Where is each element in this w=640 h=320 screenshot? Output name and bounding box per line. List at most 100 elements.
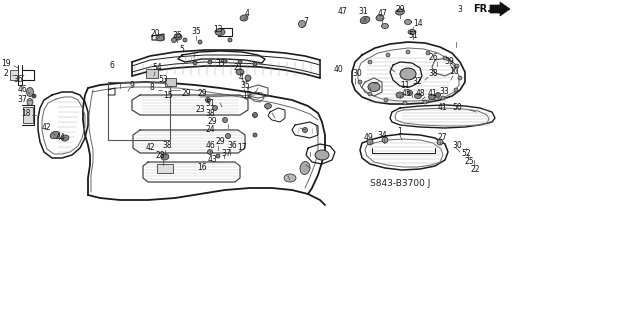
Ellipse shape — [429, 94, 435, 100]
Text: 20: 20 — [150, 29, 160, 38]
Text: 47: 47 — [338, 7, 348, 17]
Text: 41: 41 — [437, 102, 447, 111]
Circle shape — [172, 37, 177, 43]
Text: 22: 22 — [470, 164, 480, 173]
Circle shape — [408, 91, 413, 95]
Text: 10: 10 — [449, 68, 459, 76]
Text: 52: 52 — [461, 149, 471, 158]
Text: 12: 12 — [243, 91, 252, 100]
Text: 37: 37 — [221, 148, 231, 157]
Ellipse shape — [400, 68, 416, 80]
Text: 5: 5 — [180, 44, 184, 53]
Circle shape — [223, 59, 227, 63]
Circle shape — [207, 149, 212, 155]
Text: 4: 4 — [244, 9, 250, 18]
Text: 38: 38 — [205, 109, 215, 118]
Ellipse shape — [404, 20, 412, 25]
Circle shape — [455, 64, 459, 68]
Text: 38: 38 — [428, 69, 438, 78]
Text: 39: 39 — [444, 58, 454, 67]
Circle shape — [238, 60, 242, 64]
Circle shape — [367, 139, 373, 145]
Ellipse shape — [26, 87, 33, 97]
Text: 7: 7 — [303, 18, 308, 27]
Polygon shape — [490, 2, 510, 16]
Text: 43: 43 — [207, 156, 217, 164]
Ellipse shape — [300, 162, 310, 174]
Circle shape — [253, 62, 257, 66]
Ellipse shape — [156, 35, 164, 41]
Circle shape — [253, 133, 257, 137]
Circle shape — [368, 60, 372, 64]
Circle shape — [228, 38, 232, 42]
Text: 29: 29 — [395, 5, 405, 14]
Ellipse shape — [415, 93, 422, 99]
Text: 32: 32 — [412, 77, 422, 86]
Ellipse shape — [368, 83, 380, 92]
Bar — [164, 78, 175, 86]
Text: 2: 2 — [4, 69, 8, 78]
Ellipse shape — [61, 135, 69, 141]
Text: 16: 16 — [197, 164, 207, 172]
Circle shape — [225, 133, 230, 139]
Text: 40: 40 — [333, 66, 343, 75]
Text: 29: 29 — [215, 138, 225, 147]
Text: 15: 15 — [163, 92, 173, 100]
Text: 28: 28 — [156, 151, 164, 161]
Text: 8: 8 — [150, 84, 154, 92]
Circle shape — [183, 38, 187, 42]
Text: 50: 50 — [452, 103, 462, 113]
Text: 25: 25 — [464, 157, 474, 166]
Text: 13: 13 — [213, 26, 223, 35]
Text: 35: 35 — [172, 30, 182, 39]
Text: 36: 36 — [227, 141, 237, 150]
Ellipse shape — [161, 154, 169, 160]
Text: 29: 29 — [207, 117, 217, 126]
Text: 6: 6 — [109, 61, 115, 70]
Text: 17: 17 — [237, 143, 247, 153]
Text: 1: 1 — [397, 126, 403, 135]
Text: 3: 3 — [458, 5, 463, 14]
Text: 51: 51 — [408, 31, 418, 41]
Ellipse shape — [264, 103, 271, 108]
Circle shape — [443, 56, 447, 60]
Ellipse shape — [315, 150, 329, 160]
Ellipse shape — [240, 15, 248, 21]
Circle shape — [403, 101, 407, 105]
Text: 36: 36 — [13, 76, 23, 84]
Circle shape — [358, 80, 362, 84]
Circle shape — [303, 127, 307, 132]
Text: 18: 18 — [21, 109, 31, 118]
Circle shape — [216, 154, 220, 158]
Text: 53: 53 — [158, 76, 168, 84]
Circle shape — [382, 137, 388, 143]
Ellipse shape — [298, 20, 305, 28]
Ellipse shape — [50, 131, 60, 139]
Text: 35: 35 — [240, 82, 250, 91]
Text: 27: 27 — [437, 133, 447, 142]
Circle shape — [441, 96, 445, 100]
Ellipse shape — [381, 23, 388, 28]
Circle shape — [384, 98, 388, 102]
Text: 35: 35 — [215, 60, 225, 68]
Text: 41: 41 — [427, 89, 437, 98]
Text: 11: 11 — [400, 82, 410, 91]
Circle shape — [437, 139, 443, 145]
Text: S843-B3700 J: S843-B3700 J — [370, 179, 430, 188]
Text: 21: 21 — [233, 63, 243, 73]
Text: 51: 51 — [205, 100, 215, 108]
Circle shape — [423, 100, 427, 104]
Circle shape — [205, 98, 211, 102]
Text: 45: 45 — [402, 89, 412, 98]
Text: 24: 24 — [205, 125, 215, 134]
Bar — [146, 68, 158, 77]
Ellipse shape — [27, 99, 33, 106]
Ellipse shape — [174, 34, 182, 40]
Ellipse shape — [408, 29, 416, 35]
Ellipse shape — [376, 15, 384, 21]
Circle shape — [208, 60, 212, 64]
Text: 37: 37 — [17, 95, 27, 105]
Circle shape — [253, 113, 257, 117]
Text: 42: 42 — [145, 143, 155, 153]
Ellipse shape — [215, 28, 225, 36]
